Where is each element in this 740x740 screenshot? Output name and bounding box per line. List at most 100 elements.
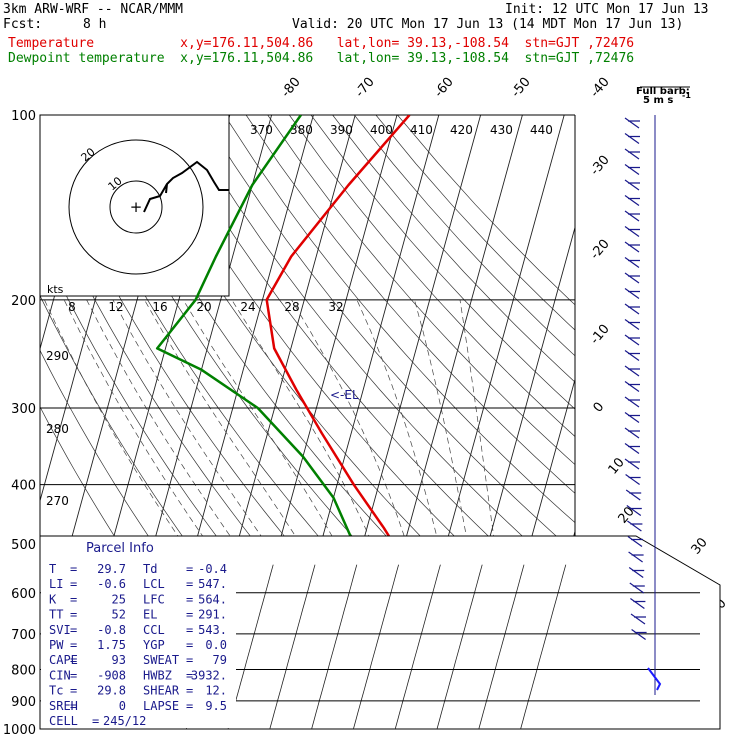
parcel-value: 79 xyxy=(213,653,227,667)
moist-adiabat xyxy=(459,299,521,729)
dry-adiabat xyxy=(289,115,575,437)
parcel-value: -0.4 xyxy=(198,562,227,576)
isotherm-line xyxy=(353,564,399,730)
parcel-cell-label: CELL xyxy=(49,714,78,728)
wind-barb xyxy=(624,257,640,268)
forecast-hour: 8 h xyxy=(83,17,107,32)
wind-barb xyxy=(624,226,640,237)
wind-barb xyxy=(624,195,640,206)
theta-label: 280 xyxy=(46,422,69,436)
wind-barb xyxy=(624,133,640,144)
parcel-value: 1.75 xyxy=(97,638,126,652)
wind-barb xyxy=(624,272,640,284)
parcel-value: 9.5 xyxy=(205,699,227,713)
forecast-label: Fcst: xyxy=(3,17,43,32)
wind-barb xyxy=(624,412,640,423)
wind-barb xyxy=(626,505,642,516)
dry-adiabat xyxy=(332,115,575,383)
init-time: Init: 12 UTC Mon 17 Jun 13 xyxy=(505,2,709,17)
pressure-label: 500 xyxy=(11,538,36,553)
parcel-value: 0 xyxy=(119,699,126,713)
isotherm-line xyxy=(269,564,316,730)
parcel-key: LFC xyxy=(143,592,165,606)
pressure-label: 600 xyxy=(11,587,36,602)
hodograph-scale-label: 28 xyxy=(284,300,299,314)
wind-barb xyxy=(630,613,646,625)
wind-barb xyxy=(624,303,640,315)
isotherm-label: 20 xyxy=(616,504,638,526)
isotherm-label: -60 xyxy=(432,75,457,101)
parcel-cell-value: 245/12 xyxy=(103,714,146,728)
theta-label: 390 xyxy=(330,123,353,137)
theta-label: 270 xyxy=(46,494,69,508)
wind-barb xyxy=(624,179,640,191)
isotherm-label: -30 xyxy=(588,153,613,179)
wind-barb xyxy=(630,598,646,609)
wind-barb xyxy=(627,536,643,547)
parcel-eq: = xyxy=(70,638,77,652)
temperature-legend: Temperature x,y=176.11,504.86 lat,lon= 3… xyxy=(8,36,635,51)
isotherm-label: 30 xyxy=(689,535,711,557)
theta-label: 380 xyxy=(290,123,313,137)
parcel-value: 543. xyxy=(198,623,227,637)
hodograph-scale-label: 12 xyxy=(108,300,123,314)
isotherm-line xyxy=(311,564,358,730)
parcel-eq: = xyxy=(70,577,77,591)
parcel-eq: = xyxy=(186,562,193,576)
parcel-value: 52 xyxy=(112,608,126,622)
moist-adiabat xyxy=(356,299,480,729)
hodograph-ring xyxy=(68,139,204,275)
model-title: 3km ARW-WRF -- NCAR/MMM xyxy=(3,2,184,17)
parcel-key: CIN xyxy=(49,668,71,682)
parcel-eq: = xyxy=(70,699,77,713)
wind-barb xyxy=(624,427,640,439)
pressure-label: 1000 xyxy=(3,723,36,738)
parcel-value: 547. xyxy=(198,577,227,591)
isotherm-line xyxy=(40,115,147,503)
hodograph-scale-label: 32 xyxy=(328,300,343,314)
wind-barb xyxy=(625,474,641,485)
dry-adiabat xyxy=(245,115,575,494)
dry-adiabat xyxy=(310,115,575,410)
barb-legend-line2: 5 m s xyxy=(643,95,673,106)
isotherm-label: -20 xyxy=(588,237,613,263)
wind-barb xyxy=(628,567,645,578)
theta-label: 370 xyxy=(250,123,273,137)
parcel-box xyxy=(41,537,236,728)
wind-barb xyxy=(624,148,640,160)
parcel-key: SREH xyxy=(49,699,78,713)
wind-barb xyxy=(624,241,640,253)
valid-time: Valid: 20 UTC Mon 17 Jun 13 (14 MDT Mon … xyxy=(292,17,684,32)
parcel-key: LCL xyxy=(143,577,165,591)
wind-barb xyxy=(628,551,644,563)
isotherm-label: -40 xyxy=(588,75,613,101)
parcel-value: 29.7 xyxy=(97,562,126,576)
hodograph-unit-label: kts xyxy=(47,283,64,296)
level-marker-el: <-EL xyxy=(330,388,359,402)
parcel-value: 291. xyxy=(198,608,227,622)
theta-label: 420 xyxy=(450,123,473,137)
wind-barb xyxy=(624,288,640,299)
parcel-key: CCL xyxy=(143,623,165,637)
pressure-label: 900 xyxy=(11,695,36,710)
parcel-key: CAPE xyxy=(49,653,78,667)
pressure-label: 400 xyxy=(11,479,36,494)
hodograph-scale-label: 8 xyxy=(68,300,76,314)
wind-barb xyxy=(624,396,640,408)
parcel-value: 29.8 xyxy=(97,684,126,698)
parcel-eq: = xyxy=(70,562,77,576)
parcel-eq: = xyxy=(92,714,99,728)
barb-legend-sup: -1 xyxy=(682,91,691,100)
parcel-value: 564. xyxy=(198,592,227,606)
barb-legend-line1: Full barb: xyxy=(636,86,690,97)
parcel-eq: = xyxy=(186,653,193,667)
parcel-value: 3932. xyxy=(191,668,227,682)
wind-barb xyxy=(624,350,640,361)
wind-barb xyxy=(624,381,640,392)
isotherm-line xyxy=(478,564,525,730)
parcel-key: PW xyxy=(49,638,64,652)
parcel-value: 0.0 xyxy=(205,638,227,652)
parcel-key: EL xyxy=(143,608,157,622)
theta-label: 430 xyxy=(490,123,513,137)
